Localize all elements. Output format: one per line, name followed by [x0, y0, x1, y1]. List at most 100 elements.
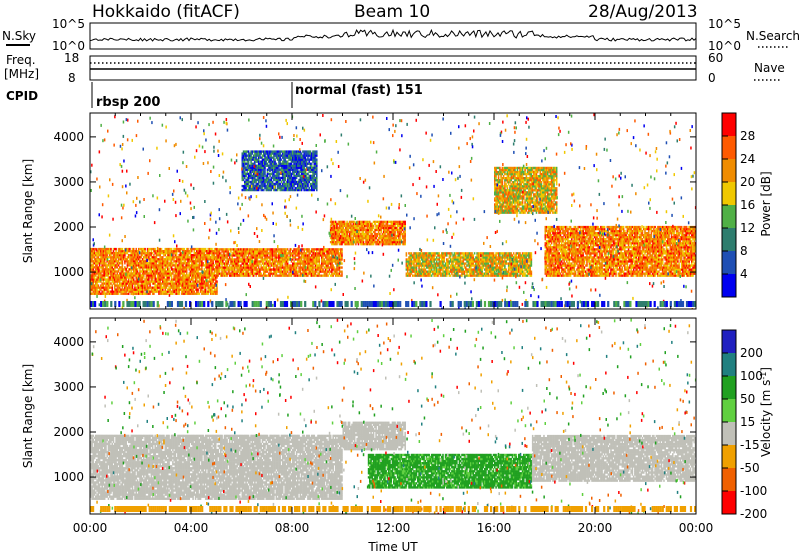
heatmap-cell [172, 272, 174, 275]
heatmap-cell [119, 256, 121, 259]
heatmap-cell [203, 254, 206, 257]
heatmap-cell [139, 264, 141, 267]
heatmap-cell [145, 276, 148, 279]
heatmap-cell [215, 260, 217, 263]
heatmap-cell [175, 278, 178, 281]
heatmap-cell [175, 247, 178, 251]
heatmap-cell [452, 262, 454, 265]
heatmap-cell [125, 280, 127, 283]
heatmap-cell [355, 230, 357, 234]
heatmap-cell [140, 284, 143, 287]
heatmap-cell [164, 260, 167, 263]
heatmap-cell [419, 264, 422, 267]
heatmap-cell [156, 264, 159, 267]
heatmap-cell [175, 288, 178, 291]
heatmap-cell [438, 270, 441, 273]
heatmap-cell [127, 282, 130, 285]
heatmap-cell [167, 274, 169, 277]
heatmap-cell [92, 260, 95, 263]
heatmap-cell [284, 250, 286, 253]
heatmap-cell [209, 250, 212, 253]
heatmap-cell [165, 252, 168, 255]
heatmap-cell [236, 264, 238, 267]
heatmap-cell [468, 272, 471, 275]
heatmap-cell [473, 264, 476, 267]
heatmap-cell [263, 250, 265, 253]
heatmap-cell [312, 256, 314, 259]
heatmap-cell [97, 256, 100, 259]
heatmap-cell [327, 260, 329, 263]
heatmap-cell [225, 256, 227, 259]
heatmap-cell [374, 228, 376, 232]
heatmap-cell [457, 268, 459, 271]
heatmap-cell [95, 262, 97, 265]
heatmap-cell [495, 256, 497, 259]
heatmap-cell [264, 250, 266, 253]
heatmap-cell [149, 264, 151, 267]
heatmap-cell [259, 270, 261, 273]
heatmap-cell [389, 241, 391, 244]
heatmap-cell [466, 252, 468, 255]
heatmap-cell [520, 260, 523, 263]
heatmap-cell [449, 256, 452, 259]
heatmap-cell [337, 248, 340, 251]
heatmap-cell [298, 252, 300, 255]
heatmap-cell [100, 270, 102, 273]
heatmap-cell [169, 288, 172, 291]
heatmap-cell [213, 272, 216, 275]
heatmap-cell [492, 270, 495, 273]
heatmap-cell [442, 260, 444, 263]
heatmap-cell [333, 266, 336, 269]
heatmap-cell [501, 252, 504, 255]
heatmap-cell [382, 232, 385, 236]
heatmap-cell [221, 250, 223, 253]
heatmap-cell [235, 274, 237, 277]
heatmap-cell [91, 256, 93, 259]
freq-left-tick-bottom: 8 [68, 71, 76, 85]
heatmap-cell [468, 260, 471, 263]
heatmap-cell [390, 238, 393, 242]
heatmap-cell [189, 270, 192, 273]
heatmap-cell [432, 270, 434, 273]
heatmap-cell [189, 252, 192, 255]
heatmap-cell [410, 272, 413, 275]
heatmap-cell [514, 266, 516, 269]
heatmap-cell [403, 222, 405, 226]
heatmap-cell [290, 270, 293, 273]
cpid-mode-1: rbsp 200 [96, 95, 160, 110]
heatmap-cell [346, 236, 348, 240]
heatmap-cell [251, 254, 254, 257]
heatmap-cell [131, 247, 134, 251]
heatmap-cell [372, 238, 375, 242]
heatmap-cell [337, 222, 340, 226]
heatmap-cell [225, 274, 227, 277]
heatmap-cell [225, 262, 227, 265]
heatmap-cell [116, 284, 119, 287]
heatmap-cell [458, 256, 461, 259]
heatmap-cell [523, 262, 525, 265]
heatmap-cell [115, 276, 117, 279]
heatmap-cell [264, 270, 266, 273]
heatmap-cell [257, 260, 260, 263]
heatmap-cell [180, 292, 183, 295]
heatmap-cell [120, 254, 122, 257]
heatmap-cell [245, 254, 247, 257]
heatmap-cell [242, 262, 245, 265]
heatmap-cell [434, 268, 437, 271]
heatmap-cell [140, 264, 143, 267]
heatmap-cell [135, 290, 138, 293]
heatmap-cell [250, 266, 252, 269]
heatmap-cell [399, 234, 401, 238]
heatmap-cell [515, 272, 518, 275]
heatmap-cell [106, 270, 108, 273]
heatmap-cell [92, 282, 95, 285]
heatmap-cell [127, 274, 130, 277]
heatmap-cell [275, 260, 278, 263]
heatmap-cell [240, 260, 242, 263]
heatmap-cell [297, 260, 299, 263]
heatmap-cell [252, 268, 255, 271]
heatmap-cell [519, 266, 521, 269]
heatmap-cell [453, 264, 456, 267]
heatmap-cell [101, 264, 103, 267]
heatmap-cell [240, 268, 242, 271]
